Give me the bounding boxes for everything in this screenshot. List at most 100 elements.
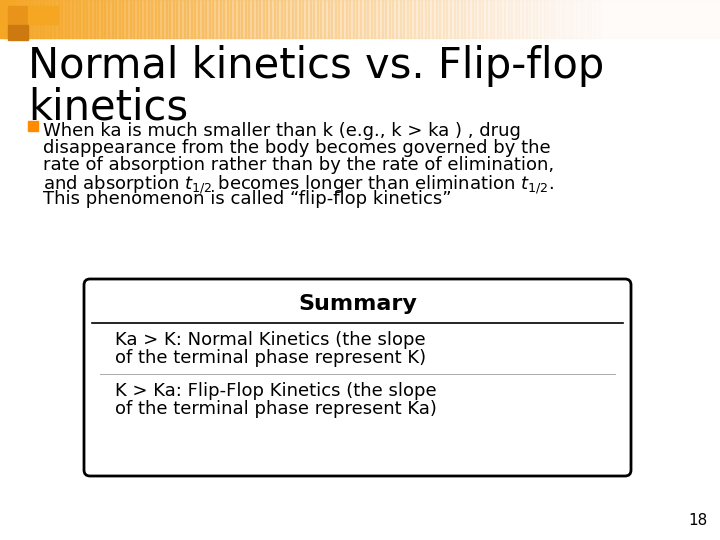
Bar [94, 0, 98, 38]
Bar [155, 0, 159, 38]
Bar [137, 0, 141, 38]
Bar [500, 0, 505, 38]
Bar [187, 0, 192, 38]
Bar [684, 0, 688, 38]
Bar [11, 0, 15, 38]
Bar [666, 0, 670, 38]
Bar [389, 0, 393, 38]
Bar [634, 0, 638, 38]
Bar [655, 0, 660, 38]
Bar [605, 0, 609, 38]
Bar [385, 0, 390, 38]
Bar [511, 0, 516, 38]
Bar [562, 0, 566, 38]
Bar [306, 0, 310, 38]
Bar [558, 0, 562, 38]
Bar [472, 0, 476, 38]
Bar [572, 0, 577, 38]
Bar [277, 0, 282, 38]
Bar [396, 0, 400, 38]
Bar [454, 0, 458, 38]
Bar [464, 0, 469, 38]
Bar [648, 0, 652, 38]
Text: rate of absorption rather than by the rate of elimination,: rate of absorption rather than by the ra… [43, 156, 554, 174]
Bar [8, 25, 28, 40]
Bar [43, 0, 48, 38]
Bar [194, 0, 199, 38]
Bar [403, 0, 408, 38]
Bar [76, 0, 80, 38]
Bar [223, 0, 228, 38]
Bar [702, 0, 706, 38]
Bar [576, 0, 580, 38]
Bar [716, 0, 720, 38]
Bar [245, 0, 249, 38]
Bar [670, 0, 674, 38]
Bar [612, 0, 616, 38]
Text: Normal kinetics vs. Flip-flop: Normal kinetics vs. Flip-flop [28, 45, 604, 87]
Text: kinetics: kinetics [28, 87, 188, 129]
Bar [436, 0, 440, 38]
Bar [220, 0, 224, 38]
Bar [133, 0, 138, 38]
Bar [410, 0, 415, 38]
Bar [86, 0, 91, 38]
Bar [479, 0, 483, 38]
Bar [601, 0, 606, 38]
Bar [346, 0, 350, 38]
Text: of the terminal phase represent K): of the terminal phase represent K) [115, 349, 426, 367]
Bar [425, 0, 429, 38]
Bar [205, 0, 210, 38]
Bar [652, 0, 656, 38]
Bar [540, 0, 544, 38]
Bar [4, 0, 8, 38]
Bar [428, 0, 433, 38]
Bar [295, 0, 300, 38]
Bar [547, 0, 552, 38]
Bar [626, 0, 631, 38]
Bar [482, 0, 487, 38]
Bar [209, 0, 213, 38]
Bar [619, 0, 624, 38]
Bar [151, 0, 156, 38]
Bar [281, 0, 285, 38]
Bar [310, 0, 314, 38]
Bar [256, 0, 260, 38]
Bar [630, 0, 634, 38]
Bar [0, 0, 4, 38]
Bar [407, 0, 411, 38]
Bar [28, 6, 58, 24]
Bar [216, 0, 220, 38]
Bar [22, 0, 26, 38]
Text: Summary: Summary [298, 294, 417, 314]
Bar [317, 0, 321, 38]
Bar [263, 0, 267, 38]
Bar [79, 0, 84, 38]
Bar [324, 0, 328, 38]
Bar [673, 0, 678, 38]
Bar [706, 0, 710, 38]
Bar [227, 0, 231, 38]
Bar [580, 0, 584, 38]
Bar [518, 0, 523, 38]
Bar [493, 0, 498, 38]
Bar [490, 0, 494, 38]
Bar [450, 0, 454, 38]
Bar [122, 0, 127, 38]
Bar [83, 0, 87, 38]
Bar [569, 0, 573, 38]
Bar [40, 0, 44, 38]
Bar [587, 0, 591, 38]
Bar [378, 0, 382, 38]
Bar [266, 0, 271, 38]
Bar [400, 0, 404, 38]
Bar [58, 0, 62, 38]
Bar [180, 0, 184, 38]
Bar [313, 0, 318, 38]
Bar [320, 0, 325, 38]
Bar [486, 0, 490, 38]
Bar [0, 0, 720, 38]
Bar [241, 0, 246, 38]
Bar [497, 0, 501, 38]
Bar [583, 0, 588, 38]
